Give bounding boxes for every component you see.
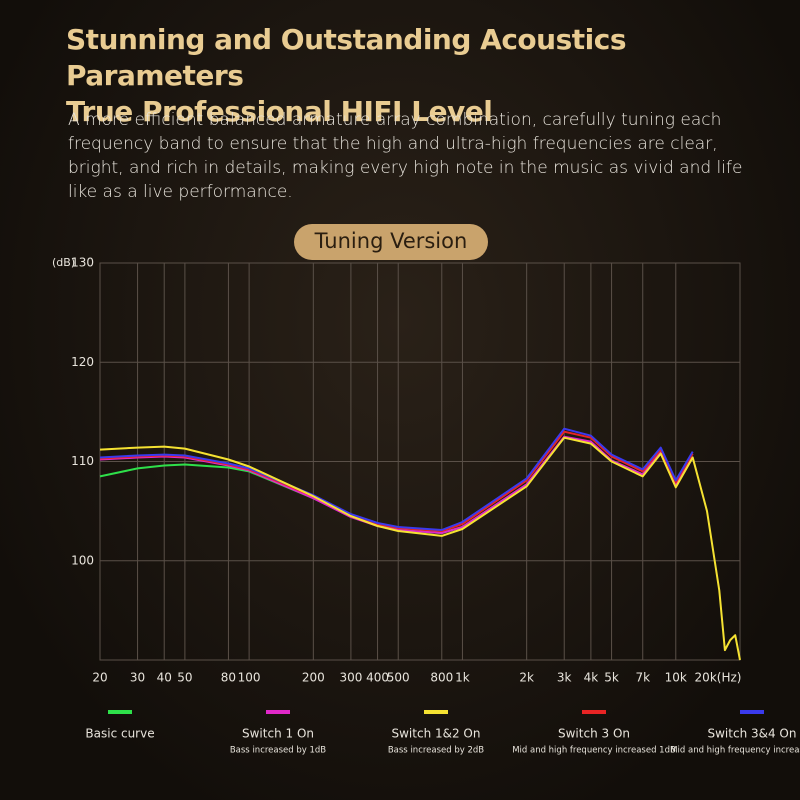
- x-tick-label: 800: [430, 671, 453, 685]
- legend-label: Switch 1 On: [242, 727, 314, 741]
- chart-title: Tuning Version: [314, 229, 468, 253]
- legend-label: Switch 1&2 On: [392, 727, 481, 741]
- header-title: Stunning and Outstanding Acoustics Param…: [66, 22, 800, 130]
- x-tick-label: 3k: [557, 671, 572, 685]
- x-tick-label: 2k: [519, 671, 534, 685]
- description-line: A more efficient balanced armature array…: [68, 110, 722, 130]
- x-tick-label: 40: [157, 671, 172, 685]
- x-tick-label: 400: [366, 671, 389, 685]
- description-line: frequency band to ensure that the high a…: [68, 134, 718, 154]
- description-line: like as a live performance.: [68, 182, 293, 202]
- y-tick-label: 100: [71, 553, 94, 567]
- x-tick-label: 20: [92, 671, 107, 685]
- x-tick-label: 500: [387, 671, 410, 685]
- y-tick-label: 110: [71, 454, 94, 468]
- x-tick-label: 30: [130, 671, 145, 685]
- series-line: [99, 427, 694, 531]
- x-tick-label: 20k(Hz): [695, 671, 742, 685]
- legend-label: Switch 3 On: [558, 727, 630, 741]
- x-tick-label: 7k: [635, 671, 650, 685]
- x-tick-label: 4k: [584, 671, 599, 685]
- legend-label: Basic curve: [85, 727, 154, 741]
- y-axis-label: (dB): [52, 256, 75, 269]
- legend-note: Bass increased by 2dB: [388, 746, 484, 756]
- series-line: [99, 436, 741, 661]
- legend-note: Mid and high frequency increased 2dB: [670, 746, 800, 756]
- legend-note: Mid and high frequency increased 1dB: [512, 746, 676, 756]
- title-pill: [294, 224, 488, 260]
- x-tick-label: 5k: [604, 671, 619, 685]
- title-line: True Professional HIFI Level: [66, 95, 493, 128]
- title-line: Stunning and Outstanding Acoustics Param…: [66, 23, 627, 92]
- legend-label: Switch 3&4 On: [708, 727, 797, 741]
- legend-note: Bass increased by 1dB: [230, 746, 326, 756]
- y-tick-label: 120: [71, 355, 94, 369]
- series-line: [99, 436, 694, 534]
- x-tick-label: 10k: [665, 671, 687, 685]
- description-line: bright, and rich in details, making ever…: [68, 158, 743, 178]
- x-tick-label: 80: [221, 671, 236, 685]
- x-tick-label: 100: [238, 671, 261, 685]
- header-description: A more efficient balanced armature array…: [68, 108, 742, 204]
- series-line: [99, 435, 694, 534]
- x-tick-label: 200: [302, 671, 325, 685]
- x-tick-label: 50: [177, 671, 192, 685]
- y-tick-label: 130: [71, 256, 94, 270]
- x-tick-label: 1k: [455, 671, 470, 685]
- x-tick-label: 300: [339, 671, 362, 685]
